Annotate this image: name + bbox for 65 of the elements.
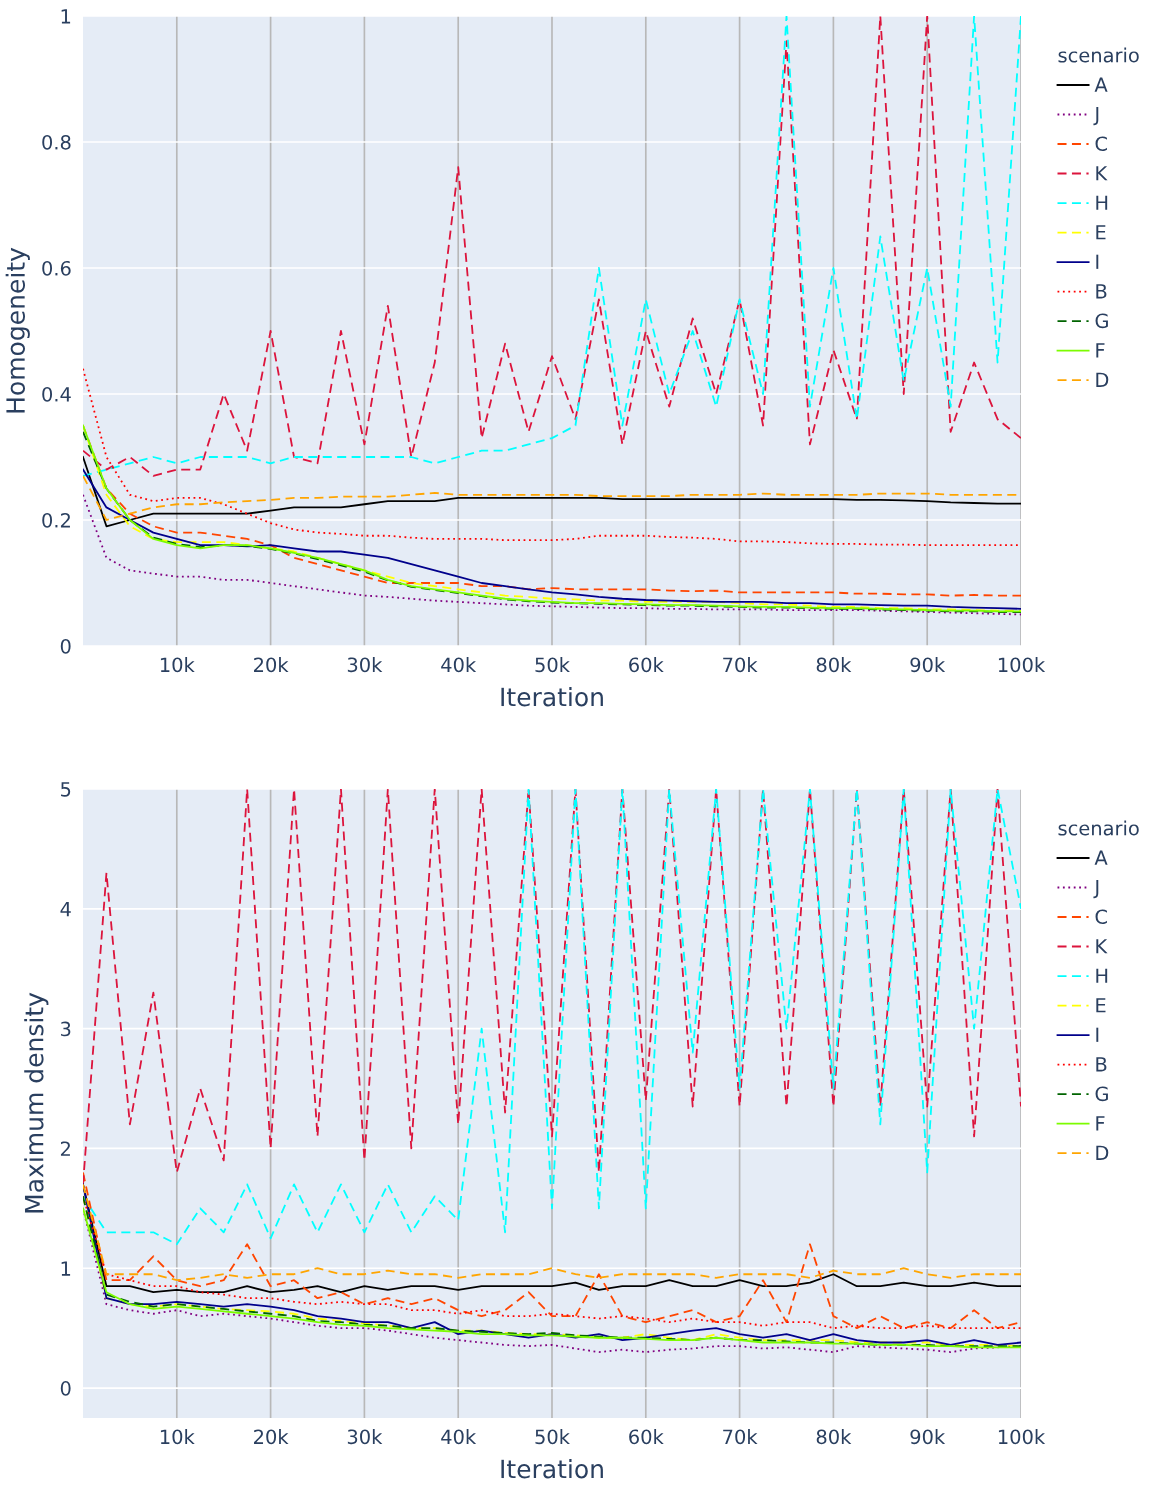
legend-label: E <box>1096 225 1106 240</box>
y-tick-label: 5 <box>61 782 71 797</box>
legend-label: G <box>1095 1086 1108 1102</box>
x-tick-label: 100k <box>998 1429 1046 1445</box>
legend-title: scenario <box>1058 47 1139 63</box>
y-tick-label: 0.8 <box>42 134 71 150</box>
legend-label: J <box>1093 107 1099 126</box>
legend-label: A <box>1094 850 1108 865</box>
line-series <box>83 493 1021 616</box>
x-axis-title: Iteration <box>501 687 603 707</box>
x-tick-label: 70k <box>723 657 758 673</box>
x-tick-label: 80k <box>816 657 852 673</box>
legend-title: scenario <box>1058 820 1139 836</box>
legend-label: F <box>1096 1116 1105 1131</box>
legend-label: A <box>1094 77 1108 92</box>
y-tick-label: 0.6 <box>42 260 71 276</box>
x-tick-label: 50k <box>535 657 570 673</box>
y-tick-label: 1 <box>61 1261 71 1276</box>
x-tick-label: 20k <box>254 657 289 673</box>
legend-label: I <box>1096 1027 1099 1042</box>
line-series <box>83 16 1021 477</box>
legend-label: D <box>1096 372 1109 387</box>
legend-label: H <box>1096 195 1108 210</box>
y-axis-title: Maximum density <box>24 992 49 1213</box>
legend-label: J <box>1093 880 1099 899</box>
legend-label: G <box>1095 313 1108 329</box>
y-tick-label: 3 <box>61 1021 71 1037</box>
x-tick-label: 60k <box>629 1429 664 1445</box>
legend-label: I <box>1096 254 1099 269</box>
legend-label: H <box>1096 968 1108 983</box>
y-tick-label: 1 <box>61 9 71 24</box>
y-tick-label: 0.2 <box>42 512 70 528</box>
x-tick-label: 70k <box>723 1429 758 1445</box>
x-tick-label: 80k <box>816 1429 852 1445</box>
y-tick-label: 0.4 <box>42 386 71 402</box>
legend-label: B <box>1096 284 1107 299</box>
x-tick-label: 10k <box>160 1429 195 1445</box>
legend-label: K <box>1096 166 1108 181</box>
line-series <box>83 456 1021 528</box>
y-tick-label: 2 <box>60 1141 70 1156</box>
legend-label: D <box>1096 1145 1109 1160</box>
x-tick-label: 30k <box>347 1429 383 1445</box>
x-tick-label: 100k <box>998 657 1046 673</box>
x-tick-label: 30k <box>347 657 383 673</box>
y-tick-label: 0 <box>60 638 71 654</box>
x-tick-label: 90k <box>910 1429 946 1445</box>
legend-label: C <box>1095 909 1107 925</box>
y-tick-label: 4 <box>60 902 71 917</box>
x-tick-label: 60k <box>629 657 664 673</box>
x-tick-label: 10k <box>160 657 195 673</box>
y-axis-title: Homogeneity <box>5 247 30 413</box>
y-tick-label: 0 <box>60 1381 71 1396</box>
line-series <box>83 468 1021 610</box>
x-tick-label: 40k <box>441 1429 477 1445</box>
line-series <box>83 367 1021 547</box>
x-tick-label: 20k <box>254 1429 289 1445</box>
legend-label: E <box>1096 998 1106 1013</box>
legend-label: B <box>1096 1057 1107 1072</box>
x-tick-label: 50k <box>535 1429 570 1445</box>
legend-label: F <box>1096 343 1105 358</box>
x-axis-title: Iteration <box>501 1459 603 1479</box>
legend-label: C <box>1095 136 1107 152</box>
x-tick-label: 40k <box>441 657 477 673</box>
legend-label: K <box>1096 939 1108 954</box>
x-tick-label: 90k <box>910 657 946 673</box>
